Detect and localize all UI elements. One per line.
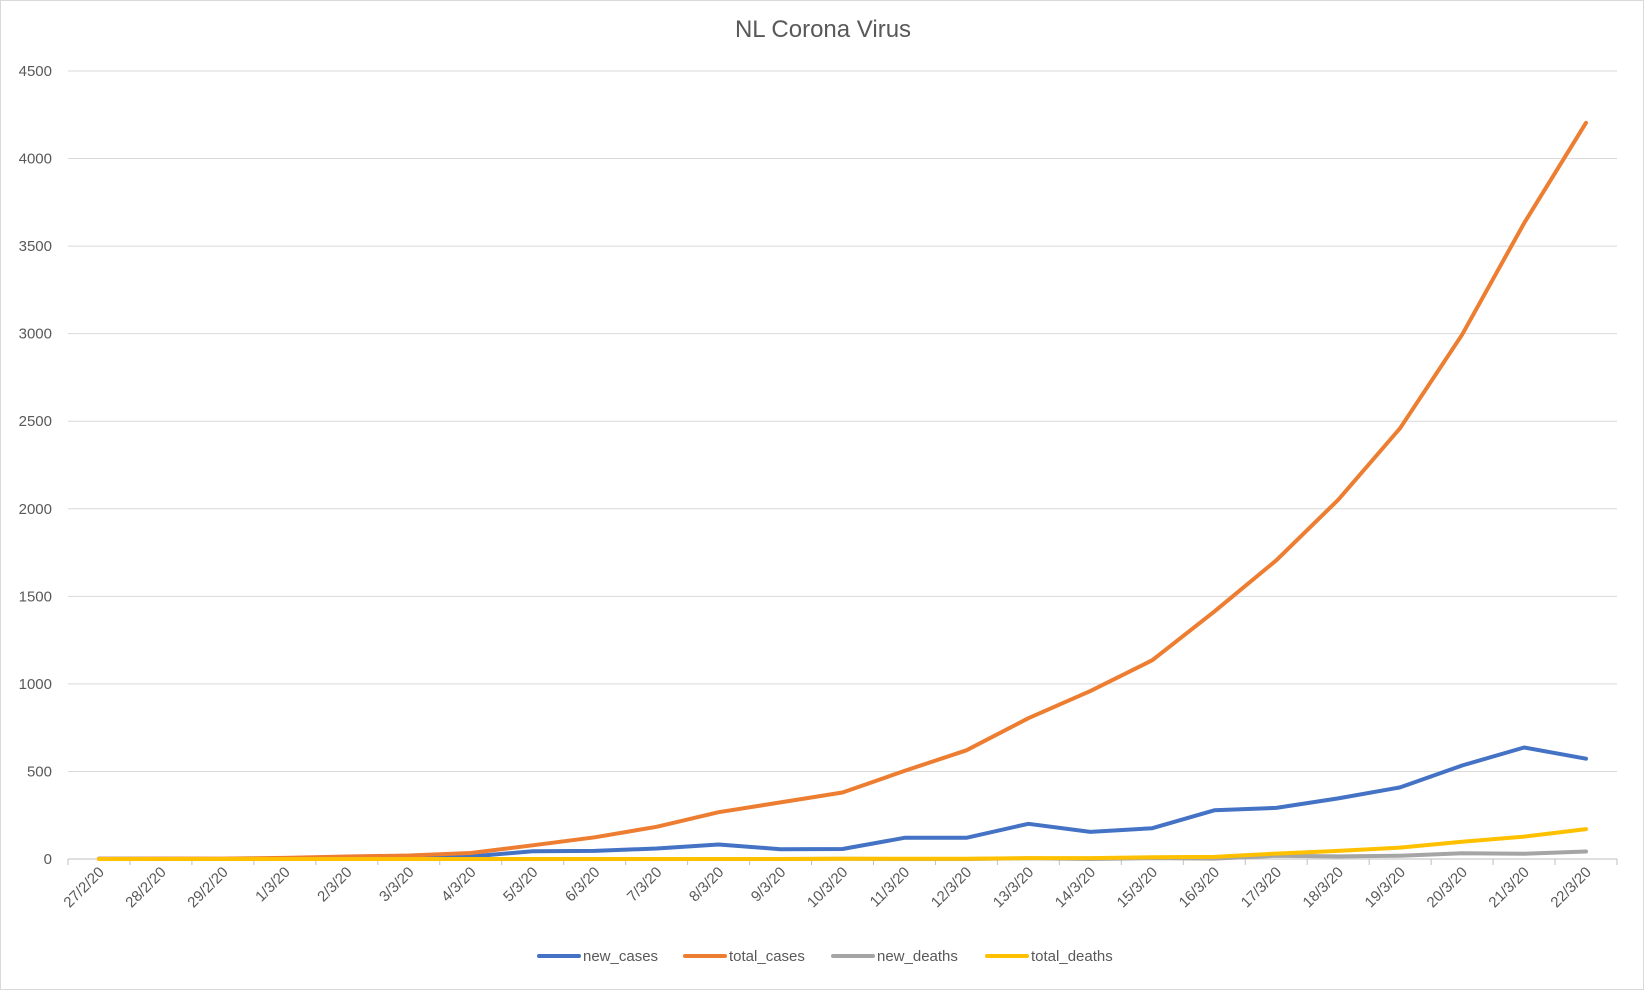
x-tick-label: 2/3/20 [314,864,356,906]
y-tick-label: 2500 [19,413,52,430]
y-tick-label: 3500 [19,238,52,255]
x-tick-label: 17/3/20 [1238,864,1285,911]
x-tick-label: 3/3/20 [376,864,418,906]
legend-label: total_cases [729,948,805,965]
legend-item-new-deaths: new_deaths [831,948,958,965]
y-tick-label: 3000 [19,326,52,343]
y-tick-label: 1000 [19,676,52,693]
y-tick-label: 0 [44,851,52,868]
x-tick-label: 27/2/20 [60,864,107,911]
legend-label: total_deaths [1031,948,1113,965]
x-tick-label: 13/3/20 [990,864,1037,911]
x-tick-label: 22/3/20 [1547,864,1594,911]
x-tick-label: 8/3/20 [686,864,728,906]
x-tick-label: 5/3/20 [500,864,542,906]
y-tick-label: 500 [27,763,52,780]
x-tick-label: 16/3/20 [1176,864,1223,911]
x-tick-label: 19/3/20 [1362,864,1409,911]
x-tick-label: 7/3/20 [624,864,666,906]
x-tick-label: 20/3/20 [1424,864,1471,911]
axes: 0 500 1000 1500 2000 2500 3000 3500 4000 4500 27/2… [19,63,1618,911]
y-tick-label: 1500 [19,588,52,605]
x-tick-label: 9/3/20 [748,864,790,906]
y-tick-label: 4000 [19,151,52,168]
y-tick-label: 4500 [19,63,52,80]
series-lines [97,120,1588,861]
chart-title: NL Corona Virus [735,16,911,43]
legend-label: new_deaths [877,948,958,965]
series-line-new-cases [97,745,1588,861]
legend: new_cases total_cases new_deaths total_deat… [537,948,1113,965]
y-tick-label: 2000 [19,501,52,518]
x-tick-label: 15/3/20 [1114,864,1161,911]
x-tick-label: 12/3/20 [928,864,975,911]
gridlines [68,70,1617,772]
series-line-total-cases [97,120,1588,861]
x-tick-label: 29/2/20 [184,864,231,911]
series-line-total-deaths [97,827,1588,861]
x-tick-label: 28/2/20 [122,864,169,911]
x-tick-label: 21/3/20 [1485,864,1532,911]
x-tick-label: 11/3/20 [867,864,914,911]
legend-item-total-cases: total_cases [683,948,805,965]
legend-item-new-cases: new_cases [537,948,658,965]
legend-item-total-deaths: total_deaths [985,948,1113,965]
x-tick-label: 18/3/20 [1300,864,1347,911]
x-tick-label: 4/3/20 [438,864,480,906]
x-tick-label: 6/3/20 [562,864,604,906]
x-tick-label: 10/3/20 [804,864,851,911]
x-tick-label: 1/3/20 [252,864,294,906]
legend-label: new_cases [583,948,658,965]
x-tick-label: 14/3/20 [1052,864,1099,911]
